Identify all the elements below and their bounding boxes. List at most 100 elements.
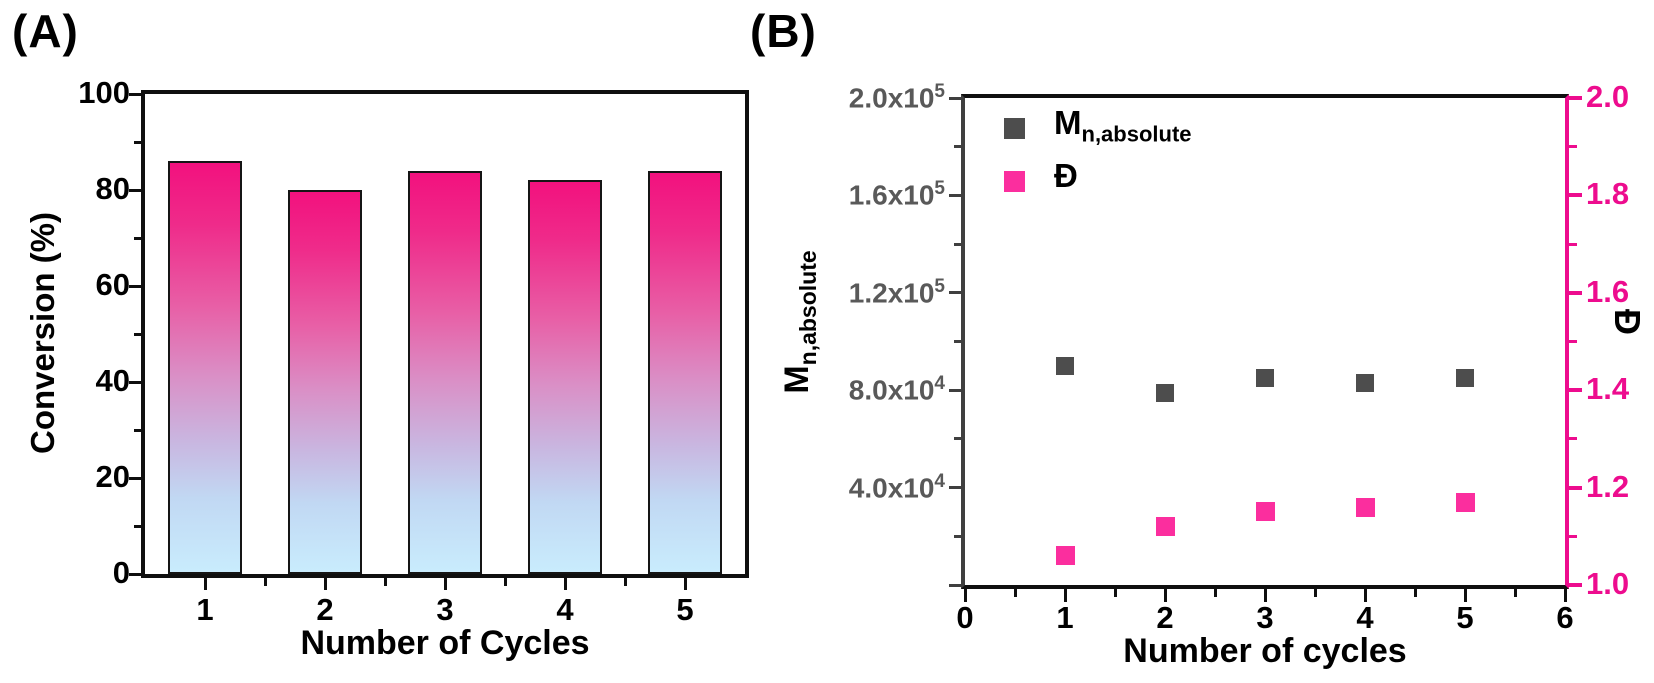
panel-a-y-tick-label: 60 — [95, 267, 130, 302]
panel-a-y-tick-label: 0 — [112, 555, 130, 590]
panel-a-x-minor-tick — [383, 578, 387, 586]
panel-b-right-minor-tick — [1569, 534, 1577, 538]
panel-a-y-major-tick — [129, 284, 141, 288]
panel-b-x-tick-label: 3 — [1256, 600, 1274, 635]
panel-b-x-tick-label: 2 — [1156, 600, 1174, 635]
legend-swatch-1 — [1004, 118, 1025, 139]
panel-a-y-major-tick — [129, 476, 141, 480]
panel-a-x-tick-label: 1 — [196, 592, 214, 627]
panel-b-right-major-tick — [1569, 388, 1582, 393]
panel-b-left-minor-tick — [954, 145, 961, 149]
panel-b-x-tick-label: 6 — [1556, 600, 1574, 635]
panel-b-left-minor-tick — [954, 340, 961, 343]
panel-a-x-minor-tick — [263, 578, 267, 586]
panel-b-left-major-tick — [949, 96, 961, 100]
panel-a-y-major-tick — [129, 92, 141, 96]
bar-cycle-1 — [168, 161, 242, 574]
panel-b-x-minor-tick — [1213, 589, 1217, 597]
mn-point-4 — [1356, 373, 1374, 392]
panel-a-x-tick-label: 3 — [436, 592, 454, 627]
panel-a-x-major-tick — [203, 578, 207, 590]
panel-b-x-tick-label: 5 — [1456, 600, 1474, 635]
panel-b-right-minor-tick — [1569, 145, 1577, 149]
panel-a-x-major-tick — [323, 578, 327, 590]
panel-b-right-minor-tick — [1569, 340, 1577, 343]
panel-b-x-minor-tick — [1313, 589, 1317, 597]
panel-a-y-major-tick — [129, 572, 141, 576]
panel-a-x-minor-tick — [503, 578, 507, 586]
panel-b-x-tick-label: 4 — [1356, 600, 1374, 635]
d-point-2 — [1155, 517, 1175, 537]
panel-b-right-tick-label: 1.0 — [1586, 566, 1630, 601]
bar-cycle-5 — [648, 170, 722, 574]
panel-b-left-tick-label: 8.0x104 — [848, 373, 945, 406]
panel-b-left-major-tick — [949, 388, 961, 392]
panel-b-left-tick-label: 4.0x104 — [848, 470, 945, 503]
panel-b-x-axis-title: Number of cycles — [1123, 632, 1407, 670]
bar-cycle-4 — [528, 180, 602, 574]
panel-a-y-tick-label: 80 — [95, 171, 130, 206]
panel-b-right-major-tick — [1569, 290, 1582, 295]
panel-b-x-major-tick — [963, 589, 967, 602]
panel-a-x-major-tick — [443, 578, 447, 590]
mn-point-2 — [1156, 383, 1174, 402]
panel-a-y-minor-tick — [134, 428, 141, 432]
panel-b-x-major-tick — [1163, 589, 1167, 602]
panel-a-x-major-tick — [683, 578, 687, 590]
panel-b-left-major-tick — [949, 193, 961, 197]
panel-b-left-tick-label: 1.2x105 — [848, 275, 945, 309]
panel-b-x-minor-tick — [1513, 589, 1517, 597]
panel-a-x-tick-label: 4 — [556, 592, 574, 627]
panel-b-x-major-tick — [1463, 589, 1467, 602]
d-point-5 — [1455, 492, 1475, 512]
panel-a-x-axis-title: Number of Cycles — [300, 624, 590, 662]
panel-b-left-minor-tick — [954, 242, 961, 246]
panel-b-right-minor-tick — [1569, 437, 1577, 441]
panel-b-right-tick-label: 1.8 — [1586, 176, 1630, 212]
panel-b-right-major-tick — [1569, 583, 1582, 587]
panel-b-right-tick-label: 1.2 — [1586, 468, 1630, 504]
panel-b-x-major-tick — [1363, 589, 1367, 602]
panel-b-left-major-tick — [949, 291, 961, 295]
panel-b-left-major-tick — [949, 583, 961, 587]
panel-b-right-tick-label: 1.4 — [1586, 371, 1630, 407]
mn-point-3 — [1256, 369, 1274, 388]
panel-a-y-minor-tick — [134, 332, 141, 336]
bar-cycle-3 — [408, 170, 482, 574]
panel-b-x-minor-tick — [1013, 589, 1017, 597]
panel-b-x-tick-label: 0 — [956, 600, 974, 635]
panel-b-left-minor-tick — [954, 534, 961, 538]
panel-b-left-minor-tick — [954, 437, 961, 441]
panel-a-label: (A) — [12, 5, 79, 57]
d-point-1 — [1055, 546, 1075, 566]
panel-b-x-major-tick — [1063, 589, 1067, 602]
panel-b-label: (B) — [750, 5, 817, 57]
panel-a-x-minor-tick — [623, 578, 627, 586]
panel-a-y-minor-tick — [134, 236, 141, 240]
panel-b-x-minor-tick — [1113, 589, 1117, 597]
legend-label-2: Đ — [1054, 157, 1078, 194]
d-point-4 — [1355, 497, 1375, 517]
panel-b-left-major-tick — [949, 486, 961, 490]
panel-a-y-tick-label: 20 — [95, 459, 130, 494]
panel-b-left-tick-label: 1.6x105 — [848, 178, 945, 211]
panel-b-right-major-tick — [1569, 96, 1582, 100]
mn-point-1 — [1056, 356, 1074, 375]
panel-b-right-major-tick — [1569, 485, 1582, 490]
panel-a-y-major-tick — [129, 380, 141, 384]
panel-a-y-minor-tick — [134, 140, 141, 144]
panel-b-x-tick-label: 1 — [1056, 600, 1074, 635]
panel-b-x-major-tick — [1263, 589, 1267, 602]
panel-a-x-major-tick — [563, 578, 567, 590]
panel-b-left-tick-label: 2.0x105 — [848, 81, 945, 114]
panel-a-y-axis-title: Conversion (%) — [24, 211, 61, 455]
panel-a-x-tick-label: 2 — [316, 592, 334, 627]
panel-b-right-major-tick — [1569, 193, 1582, 198]
panel-a-x-tick-label: 5 — [676, 592, 694, 627]
legend-label-1: Mn,absolute — [1054, 104, 1192, 147]
panel-a-y-minor-tick — [134, 524, 141, 528]
panel-b-right-tick-label: 2.0 — [1586, 79, 1630, 114]
d-point-3 — [1255, 502, 1275, 522]
legend-swatch-2 — [1004, 171, 1025, 192]
